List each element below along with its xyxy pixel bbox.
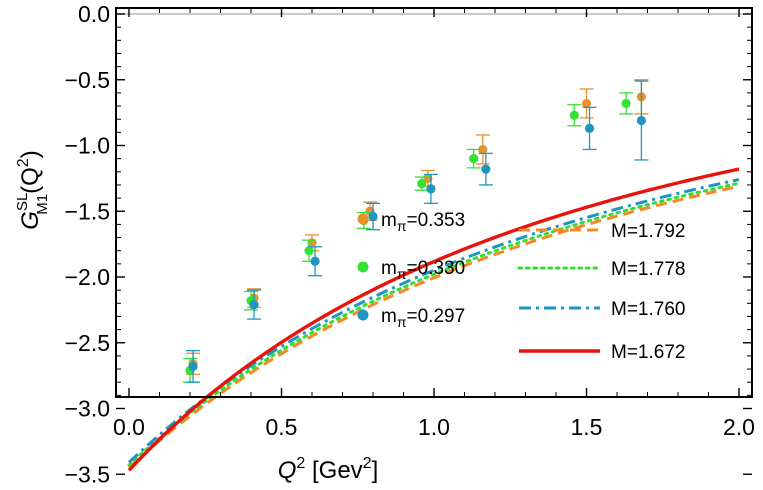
data-point-series-3 <box>634 80 649 161</box>
data-point <box>310 256 320 266</box>
legend-label: M=1.760 <box>611 299 685 320</box>
curve-m-1-672 <box>127 167 740 472</box>
data-point-series-2 <box>414 176 429 191</box>
legend-label: mπ=0.297 <box>381 306 465 330</box>
legend-marker <box>357 261 369 273</box>
x-tick-label: 0.5 <box>266 414 298 440</box>
y-tick-label: −3.0 <box>65 396 110 422</box>
data-point <box>581 98 592 109</box>
data-point-series-2 <box>567 104 582 127</box>
curves <box>127 167 741 472</box>
data-point-series-3 <box>423 173 438 205</box>
legend: mπ=0.353 mπ=0.330 mπ=0.297 M=1.792 M=1.778 M=… <box>357 210 685 363</box>
data-point <box>426 184 436 194</box>
data-point-series-1 <box>475 134 490 165</box>
data-points <box>183 79 649 383</box>
y-tick-label: −1.0 <box>65 133 110 159</box>
legend-marker <box>357 213 369 225</box>
data-point-series-3 <box>186 349 201 383</box>
y-tick-label: −0.5 <box>65 67 110 93</box>
data-point-series-3 <box>308 246 323 277</box>
data-point <box>249 300 259 310</box>
data-point <box>368 211 378 222</box>
data-point <box>417 179 427 189</box>
data-point <box>481 164 491 174</box>
ticks: 0.0 0.5 1.0 1.5 2.0 0.0 −0.5 −1.0 −1.5 −2.0 −2.5 −3… <box>65 1 755 487</box>
curve-m-1-792 <box>127 184 740 469</box>
data-point-series-2 <box>301 239 316 262</box>
y-tick-label: 0.0 <box>78 1 110 27</box>
x-tick-label: 2.0 <box>723 414 755 440</box>
y-tick-label: −1.5 <box>65 198 110 224</box>
legend-label: mπ=0.330 <box>381 258 465 282</box>
legend-label: M=1.672 <box>611 342 685 363</box>
data-point-series-3 <box>582 106 597 151</box>
data-point-series-3 <box>366 202 380 231</box>
legend-label: M=1.792 <box>611 221 685 242</box>
data-point <box>469 154 479 164</box>
data-point <box>304 246 314 256</box>
data-point <box>423 173 433 183</box>
data-point <box>584 123 595 134</box>
x-tick-label: 1.0 <box>418 414 450 440</box>
x-tick-label: 1.5 <box>571 414 603 440</box>
y-tick-label: −3.5 <box>65 461 110 487</box>
data-point-series-3 <box>478 152 493 186</box>
x-axis-label: Q2 [Gev2] <box>278 455 379 484</box>
data-point <box>478 144 488 155</box>
data-point <box>569 110 579 120</box>
curve-m-1-778 <box>127 181 741 467</box>
legend-label: M=1.778 <box>611 259 685 280</box>
data-point-series-3 <box>247 289 262 320</box>
y-tick-label: −2.0 <box>65 264 110 290</box>
y-axis-label: GSL M1(Q2) <box>14 150 51 229</box>
data-point <box>621 98 631 109</box>
legend-label: mπ=0.353 <box>381 210 465 234</box>
legend-marker <box>357 309 369 321</box>
y-tick-label: −2.5 <box>65 330 110 356</box>
data-point-series-2 <box>619 92 634 115</box>
data-point-series-1 <box>579 88 594 119</box>
data-point-series-2 <box>466 148 481 169</box>
data-point <box>636 115 647 126</box>
data-point <box>188 361 198 372</box>
x-tick-label: 0.0 <box>113 414 145 440</box>
